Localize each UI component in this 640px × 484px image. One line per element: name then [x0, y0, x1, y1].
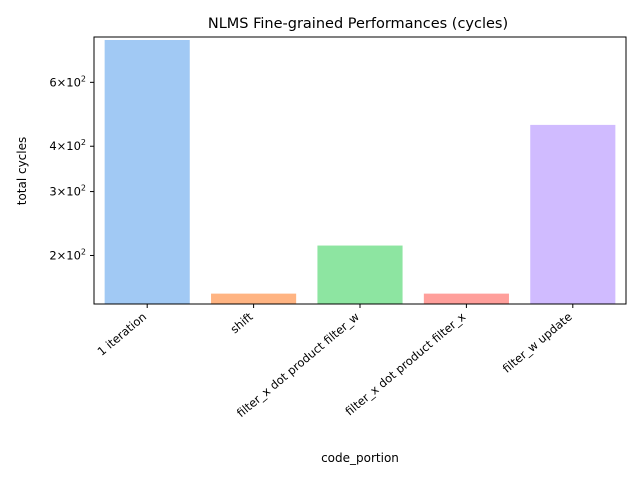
- bar-filter-w-update: [530, 124, 616, 305]
- bar-shift: [211, 293, 297, 304]
- x-tick-label: filter_w update: [500, 310, 575, 376]
- y-tick-label: 6×102: [49, 74, 86, 89]
- bars-group: [104, 39, 616, 305]
- chart-title: NLMS Fine-grained Performances (cycles): [208, 16, 508, 32]
- x-tick-label: 1 iteration: [95, 310, 150, 359]
- bar-filter-x-dot-product-filter-w: [317, 245, 403, 304]
- y-tick-label: 2×102: [49, 247, 86, 262]
- y-axis-ticks: 2×102 3×102 4×102 6×102: [49, 74, 94, 262]
- y-axis-label: total cycles: [15, 137, 29, 206]
- y-tick-label: 4×102: [49, 138, 86, 153]
- x-tick-label: filter_x dot product filter_x: [342, 309, 468, 418]
- x-axis-label: code_portion: [321, 451, 399, 465]
- x-tick-label: filter_x dot product filter_w: [234, 310, 362, 421]
- bar-filter-x-dot-product-filter-x: [423, 293, 509, 304]
- x-tick-label: shift: [227, 309, 255, 336]
- y-tick-label: 3×102: [49, 184, 86, 199]
- bar-1-iteration: [104, 39, 190, 304]
